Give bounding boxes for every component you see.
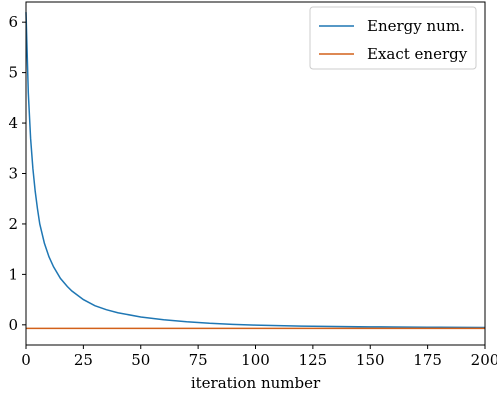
x-axis: 0 25 50 75 100 125 150 175 200 <box>21 345 497 369</box>
series-line-0 <box>25 12 486 329</box>
y-tick-label: 5 <box>8 64 18 82</box>
y-axis: 0 1 2 3 4 5 6 <box>8 13 26 334</box>
x-tick-label: 175 <box>413 351 442 369</box>
y-tick-label: 0 <box>8 316 18 334</box>
x-tick-label: 200 <box>471 351 497 369</box>
y-tick-label: 2 <box>8 215 18 233</box>
y-tick-label: 6 <box>8 13 18 31</box>
x-tick-label: 100 <box>241 351 270 369</box>
legend-label-exact-energy: Exact energy <box>367 45 468 63</box>
x-tick-label: 125 <box>299 351 328 369</box>
y-tick-label: 1 <box>8 265 18 283</box>
x-tick-label: 75 <box>189 351 208 369</box>
x-tick-label: 50 <box>131 351 150 369</box>
y-tick-label: 4 <box>8 114 18 132</box>
legend: Energy num. Exact energy <box>309 6 477 70</box>
series-layer <box>25 12 486 330</box>
legend-label-energy-num: Energy num. <box>367 17 465 35</box>
x-axis-label: iteration number <box>191 374 321 392</box>
x-tick-label: 150 <box>356 351 385 369</box>
y-tick-label: 3 <box>8 165 18 183</box>
x-tick-label: 25 <box>74 351 93 369</box>
x-tick-label: 0 <box>21 351 31 369</box>
